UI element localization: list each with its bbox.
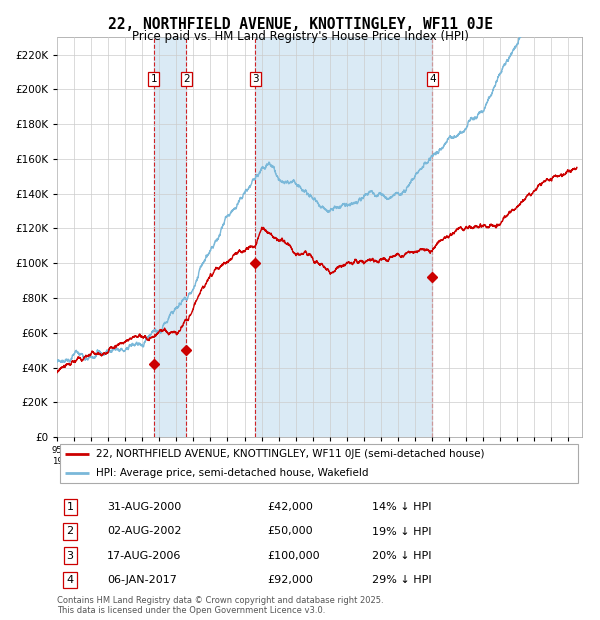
Text: Price paid vs. HM Land Registry's House Price Index (HPI): Price paid vs. HM Land Registry's House … [131, 30, 469, 43]
Text: 3: 3 [252, 74, 259, 84]
Text: £42,000: £42,000 [267, 502, 313, 512]
Text: 29% ↓ HPI: 29% ↓ HPI [372, 575, 431, 585]
Bar [255, 37, 433, 437]
Text: 20% ↓ HPI: 20% ↓ HPI [372, 551, 431, 560]
Text: 31-AUG-2000: 31-AUG-2000 [107, 502, 181, 512]
Text: £92,000: £92,000 [267, 575, 313, 585]
Text: 3: 3 [67, 551, 74, 560]
Text: 02-AUG-2002: 02-AUG-2002 [107, 526, 181, 536]
Text: 22, NORTHFIELD AVENUE, KNOTTINGLEY, WF11 0JE: 22, NORTHFIELD AVENUE, KNOTTINGLEY, WF11… [107, 17, 493, 32]
Text: 1: 1 [151, 74, 157, 84]
Text: 14% ↓ HPI: 14% ↓ HPI [372, 502, 431, 512]
Text: £100,000: £100,000 [267, 551, 320, 560]
Text: 1: 1 [67, 502, 74, 512]
Text: 22, NORTHFIELD AVENUE, KNOTTINGLEY, WF11 0JE (semi-detached house): 22, NORTHFIELD AVENUE, KNOTTINGLEY, WF11… [97, 449, 485, 459]
Text: 17-AUG-2006: 17-AUG-2006 [107, 551, 181, 560]
Text: 06-JAN-2017: 06-JAN-2017 [107, 575, 177, 585]
Text: 4: 4 [67, 575, 74, 585]
FancyBboxPatch shape [59, 445, 578, 483]
Text: 19% ↓ HPI: 19% ↓ HPI [372, 526, 431, 536]
Text: Contains HM Land Registry data © Crown copyright and database right 2025.: Contains HM Land Registry data © Crown c… [57, 596, 383, 606]
Text: This data is licensed under the Open Government Licence v3.0.: This data is licensed under the Open Gov… [57, 606, 325, 616]
Bar [154, 37, 186, 437]
Text: £50,000: £50,000 [267, 526, 313, 536]
Text: 2: 2 [183, 74, 190, 84]
Text: 2: 2 [67, 526, 74, 536]
Text: 4: 4 [429, 74, 436, 84]
Text: HPI: Average price, semi-detached house, Wakefield: HPI: Average price, semi-detached house,… [97, 469, 369, 479]
